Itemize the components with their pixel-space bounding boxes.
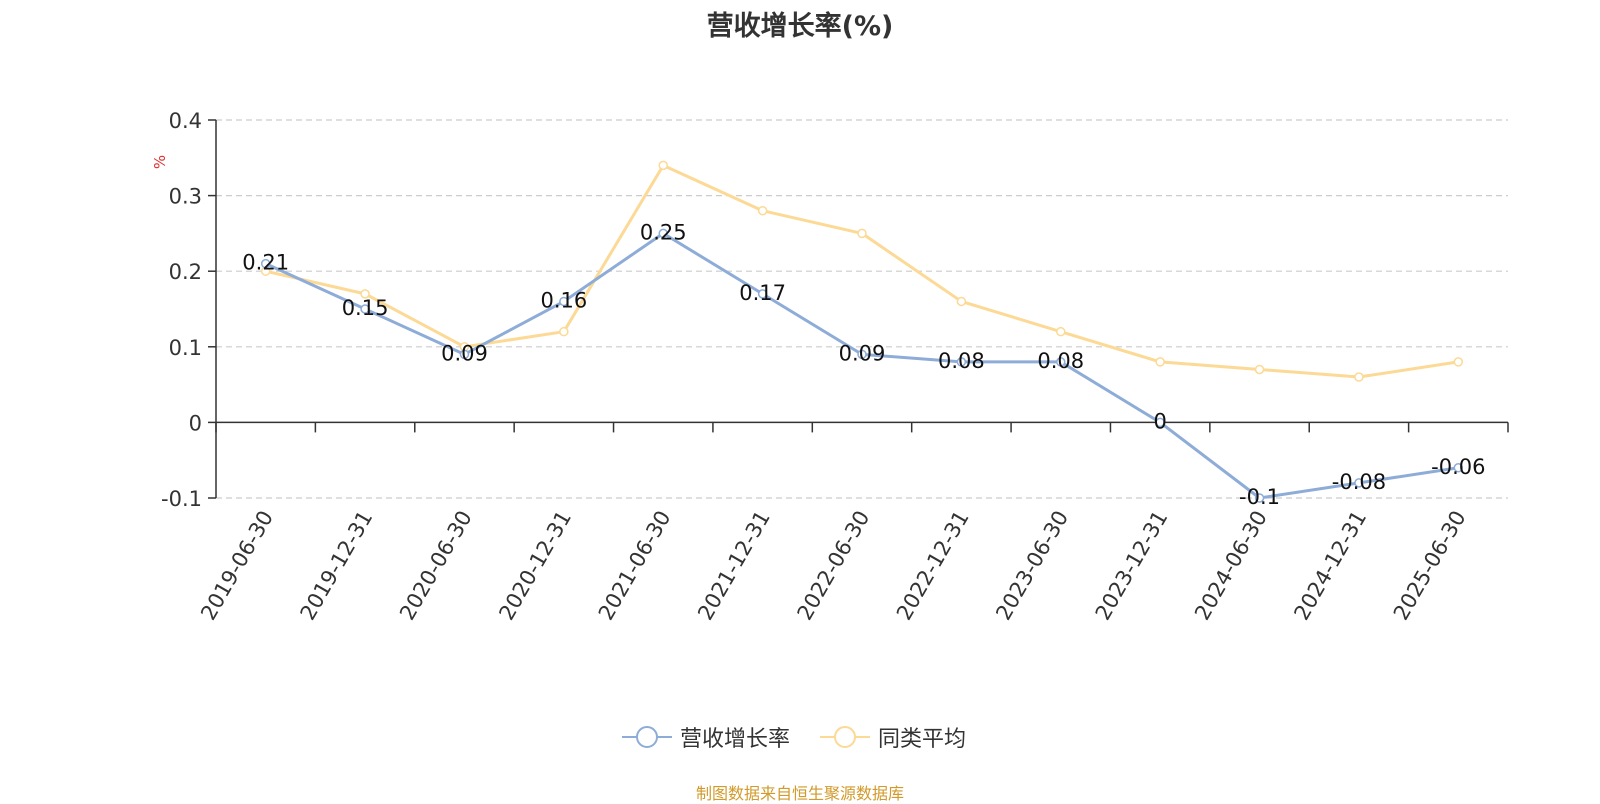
data-label: 0.08 bbox=[1037, 349, 1084, 373]
data-label: 0.17 bbox=[739, 281, 786, 305]
x-tick-label: 2024-06-30 bbox=[1190, 507, 1272, 625]
legend-label-series1: 营收增长率 bbox=[680, 727, 791, 752]
series-2-point bbox=[1056, 326, 1066, 337]
series-2-point bbox=[1254, 364, 1265, 375]
y-tick-label: 0.1 bbox=[169, 336, 202, 360]
series-1-point bbox=[459, 349, 470, 360]
data-label: 0.15 bbox=[342, 296, 389, 320]
data-label: -0.08 bbox=[1332, 470, 1386, 494]
x-tick-label: 2021-06-30 bbox=[594, 507, 676, 625]
series-2-point bbox=[1354, 372, 1364, 382]
series-1-point bbox=[658, 228, 668, 239]
series-2-point bbox=[360, 289, 370, 299]
y-tick-label: -0.1 bbox=[161, 487, 202, 511]
series-1-point bbox=[956, 357, 967, 367]
data-source-note: 制图数据来自恒生聚源数据库 bbox=[695, 784, 904, 803]
x-tick-label: 2020-12-31 bbox=[494, 507, 576, 625]
data-label: 0.09 bbox=[839, 341, 886, 365]
legend-series2-icon bbox=[820, 726, 870, 748]
x-tick-label: 2019-06-30 bbox=[196, 507, 278, 625]
y-axis-unit-label: % bbox=[151, 155, 169, 169]
series-2-point bbox=[658, 160, 668, 171]
series-2-point bbox=[757, 205, 768, 216]
data-label: -0.06 bbox=[1431, 455, 1485, 479]
data-label: 0.21 bbox=[242, 251, 289, 275]
x-tick-label: 2022-06-30 bbox=[793, 507, 875, 625]
series-1-point bbox=[260, 258, 271, 269]
series-2-point bbox=[559, 326, 569, 337]
series-2-point bbox=[1155, 357, 1165, 367]
series-1-point bbox=[1155, 417, 1165, 428]
series-2-point bbox=[1453, 357, 1464, 367]
y-tick-label: 0 bbox=[189, 411, 202, 435]
series-1-point bbox=[757, 289, 768, 299]
y-tick-label: 0.3 bbox=[169, 185, 202, 209]
legend-label-series2: 同类平均 bbox=[878, 727, 967, 752]
x-tick-label: 2022-12-31 bbox=[892, 507, 974, 625]
legend-item-series2[interactable]: 同类平均 bbox=[820, 722, 966, 752]
data-label: 0.25 bbox=[640, 220, 687, 244]
data-label: -0.1 bbox=[1239, 485, 1280, 509]
x-tick-label: 2020-06-30 bbox=[395, 507, 477, 625]
series-1-point bbox=[857, 349, 867, 360]
x-tick-label: 2021-12-31 bbox=[693, 507, 775, 625]
series-2-point bbox=[956, 296, 967, 307]
series-1-point bbox=[1254, 493, 1265, 503]
legend[interactable]: 营收增长率 同类平均 bbox=[0, 722, 1600, 752]
series-1-point bbox=[360, 304, 370, 314]
x-tick-label: 2023-06-30 bbox=[991, 507, 1073, 625]
series-line-1 bbox=[265, 231, 1459, 500]
series-1-point bbox=[1453, 463, 1464, 473]
legend-item-series1[interactable]: 营收增长率 bbox=[622, 722, 790, 752]
series-1-point bbox=[559, 296, 569, 307]
x-tick-label: 2024-12-31 bbox=[1289, 507, 1371, 625]
chart-title: 营收增长率(%) bbox=[706, 11, 894, 42]
data-label: 0 bbox=[1153, 409, 1166, 433]
data-label: 0.08 bbox=[938, 349, 985, 373]
series-1-point bbox=[1354, 478, 1364, 488]
x-tick-label: 2023-12-31 bbox=[1091, 507, 1173, 625]
y-tick-label: 0.2 bbox=[169, 260, 202, 284]
series-2-point bbox=[857, 228, 867, 239]
y-tick-label: 0.4 bbox=[169, 109, 202, 133]
x-tick-label: 2025-06-30 bbox=[1389, 507, 1471, 625]
legend-series1-icon bbox=[622, 726, 672, 748]
data-label: 0.09 bbox=[441, 341, 488, 365]
series-1-point bbox=[1056, 357, 1066, 367]
x-tick-label: 2019-12-31 bbox=[296, 507, 378, 625]
data-label: 0.16 bbox=[540, 288, 587, 312]
